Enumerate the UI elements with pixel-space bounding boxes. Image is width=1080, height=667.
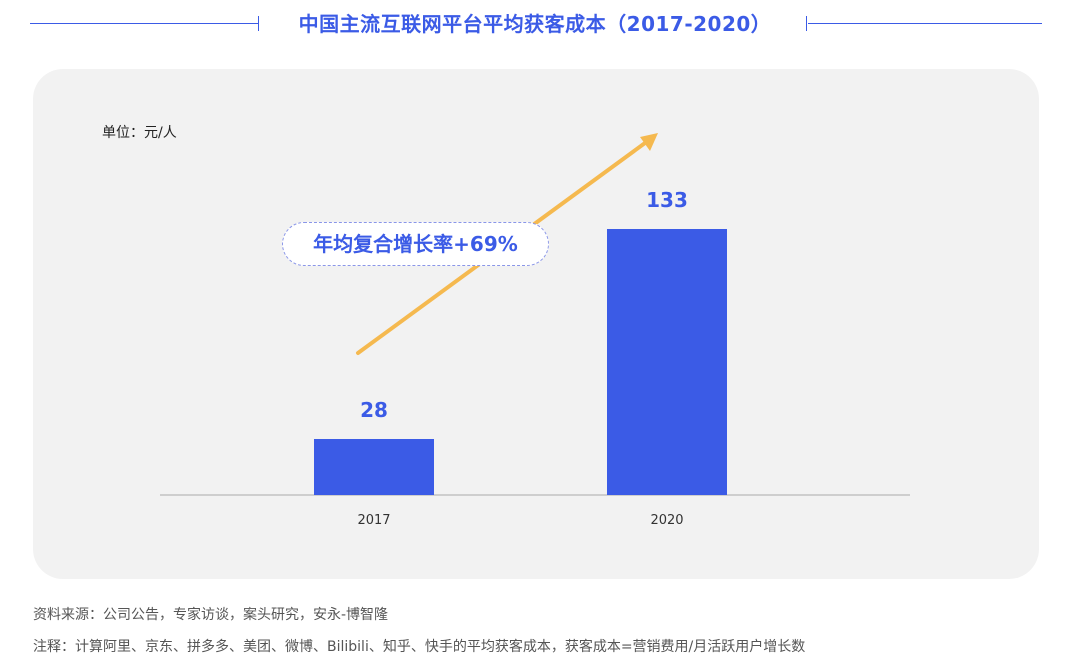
- calculation-note: 注释：计算阿里、京东、拼多多、美团、微博、Bilibili、知乎、快手的平均获客…: [33, 639, 806, 655]
- x-tick-label-2020: 2020: [650, 513, 683, 528]
- data-label-2020: 133: [646, 188, 688, 212]
- title-tick-right: [806, 16, 807, 31]
- bar-2017: [314, 439, 434, 495]
- data-label-2017: 28: [360, 398, 388, 422]
- title-rule-left: [30, 23, 258, 24]
- title-tick-left: [258, 16, 259, 31]
- chart-title-row: 中国主流互联网平台平均获客成本（2017-2020）: [30, 6, 1042, 40]
- unit-label: 单位：元/人: [102, 125, 177, 141]
- cagr-annotation: 年均复合增长率+69%: [282, 222, 549, 266]
- title-rule-right: [808, 23, 1042, 24]
- bar-2020: [607, 229, 727, 495]
- x-tick-label-2017: 2017: [357, 513, 390, 528]
- chart-title: 中国主流互联网平台平均获客成本（2017-2020）: [298, 12, 772, 36]
- chart-panel: [33, 69, 1039, 579]
- source-note: 资料来源：公司公告，专家访谈，案头研究，安永-博智隆: [33, 607, 389, 623]
- growth-arrow-head: [640, 133, 658, 151]
